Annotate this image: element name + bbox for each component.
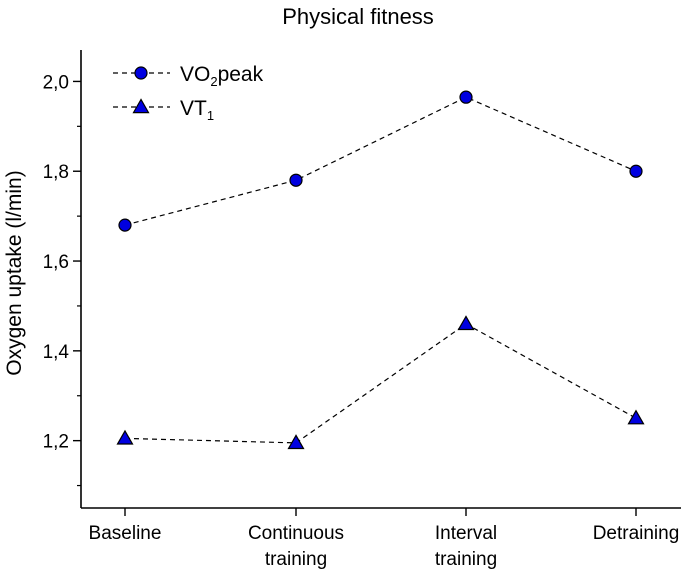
legend-marker-VO2peak [134,66,148,80]
y-tick-label: 1,8 [43,162,69,183]
legend-marker-VT1 [132,98,150,114]
series-line-VT1 [124,323,637,444]
data-point-VT1-2 [457,315,475,331]
y-tick-label: 1,6 [43,252,69,273]
data-point-VO2peak-3 [629,164,643,178]
y-tick-label: 1,4 [43,342,70,363]
legend-label-sub: 1 [207,108,214,123]
legend-label-main: VT [180,97,207,120]
legend-label-main: VO [180,63,210,86]
x-ticks: Baseline Continuous training Interval traini… [89,508,680,570]
data-point-VO2peak-2 [459,90,473,104]
data-point-VT1-1 [287,434,305,450]
data-point-VT1-3 [627,409,645,425]
x-tick-label: Interval [435,523,497,544]
x-tick-label: training [435,549,497,570]
chart-title: Physical fitness [282,4,434,29]
x-tick-label: Detraining [593,523,680,544]
x-tick-label: Continuous [248,523,344,544]
x-tick-label: Baseline [89,523,162,544]
series-group [116,90,645,450]
y-ticks: 1,2 1,4 1,6 1,8 2,0 [43,72,81,487]
data-point-VT1-0 [116,429,134,445]
y-axis-label: Oxygen uptake (l/min) [3,170,26,375]
y-tick-label: 1,2 [43,432,69,453]
data-point-VO2peak-0 [118,218,132,232]
legend-label-sub: 2 [210,74,217,89]
legend-label-tail: peak [218,63,264,86]
x-tick-label: training [265,549,327,570]
series-line-VO2peak [124,96,637,226]
y-tick-label: 2,0 [43,72,69,93]
legend-label-VO2peak: VO2peak [180,63,264,89]
legend-label-VT1: VT1 [180,97,214,123]
data-point-VO2peak-1 [289,173,303,187]
